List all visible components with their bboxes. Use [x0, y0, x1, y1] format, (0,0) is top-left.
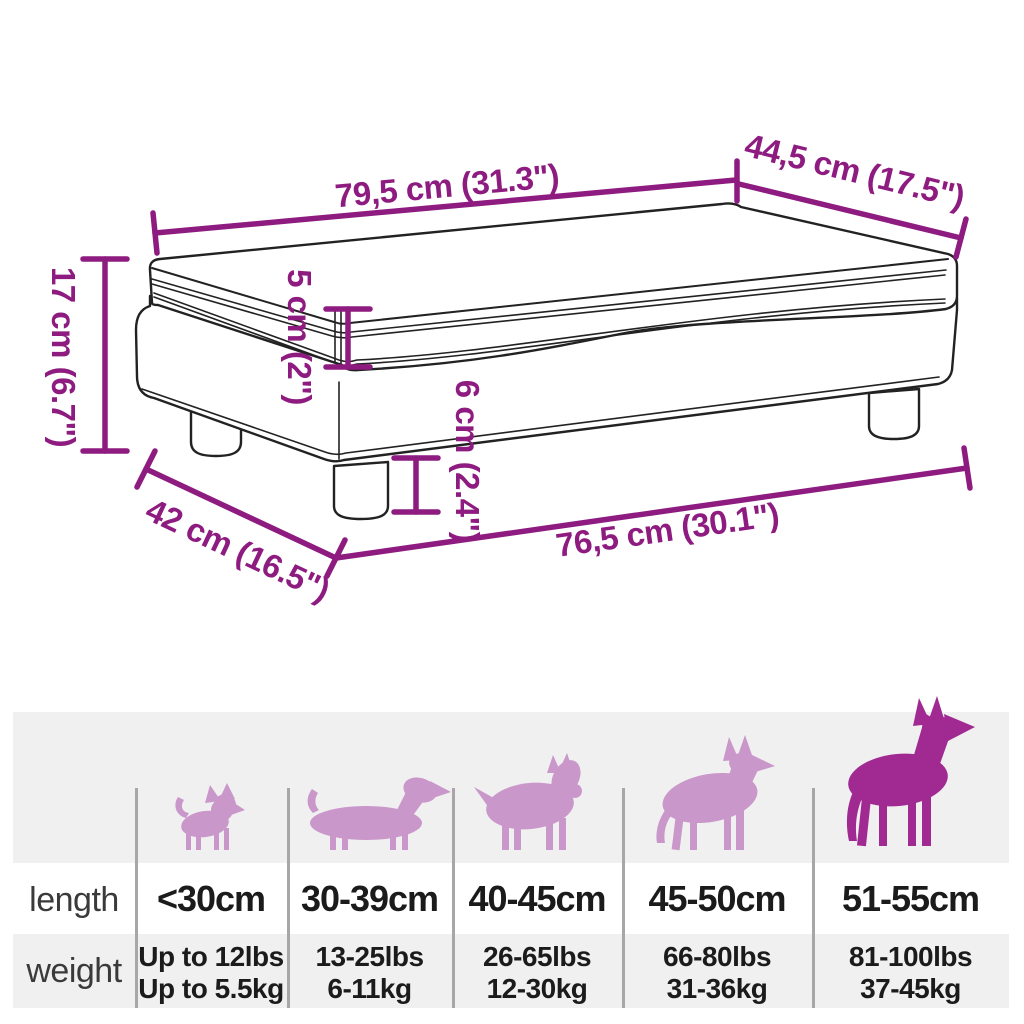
length-value: 30-39cm [300, 878, 439, 919]
dimension-label-mattress-thickness: 5 cm (2") [281, 269, 318, 405]
dimension-height [80, 256, 130, 454]
length-value: 45-50cm [648, 878, 786, 919]
length-row-label: length [29, 881, 119, 919]
dimension-top-length [150, 158, 740, 256]
weight-row-label: weight [26, 952, 122, 990]
dimension-label-base-depth: 42 cm (16.5") [140, 491, 335, 609]
size-chart-panel [13, 712, 1009, 1008]
weight-kg: 6-11kg [327, 973, 412, 1004]
weight-kg: Up to 5.5kg [138, 973, 284, 1004]
column-divider [812, 788, 815, 1008]
bull-terrier-silhouette [474, 753, 582, 850]
weight-lbs: Up to 12lbs [138, 941, 284, 972]
weight-value: 66-80lbs 31-36kg [622, 941, 812, 1005]
length-value: <30cm [156, 878, 266, 919]
weight-kg: 31-36kg [666, 973, 768, 1004]
weight-lbs: 66-80lbs [662, 941, 772, 972]
weight-lbs: 13-25lbs [315, 941, 424, 972]
weight-kg: 12-30kg [486, 973, 588, 1004]
chihuahua-silhouette [175, 783, 245, 850]
pet-sofa-drawing [134, 202, 959, 521]
dimension-base-length [333, 445, 973, 561]
dimension-label-leg-height: 6 cm (2.4") [449, 380, 486, 542]
column-divider [622, 788, 625, 1008]
column-divider [287, 788, 290, 1008]
weight-value: 81-100lbs 37-45kg [812, 941, 1009, 1005]
dimension-top-depth [736, 181, 969, 260]
weight-value: Up to 12lbs Up to 5.5kg [135, 941, 287, 1005]
dimension-mattress-thickness [323, 306, 373, 370]
german-shepherd-silhouette [656, 735, 775, 851]
weight-kg: 37-45kg [860, 973, 961, 1004]
dachshund-silhouette [307, 777, 451, 850]
length-value: 40-45cm [468, 878, 606, 919]
dog-size-icons [175, 696, 975, 851]
dimension-label-base-length: 76,5 cm (30.1") [554, 495, 782, 563]
weight-lbs: 81-100lbs [848, 941, 973, 972]
weight-value: 26-65lbs 12-30kg [452, 941, 622, 1005]
dimension-annotations [80, 158, 973, 579]
great-dane-silhouette [846, 696, 975, 847]
column-divider [452, 788, 455, 1008]
dimension-label-top-depth: 44,5 cm (17.5") [741, 126, 968, 215]
length-row-background [13, 863, 1009, 934]
weight-value: 13-25lbs 6-11kg [287, 941, 452, 1005]
dimension-leg-height [391, 455, 441, 515]
dimension-label-height: 17 cm (6.7") [45, 267, 82, 447]
column-divider [135, 788, 138, 1008]
length-value: 51-55cm [841, 878, 980, 919]
sofa-mattress [148, 202, 959, 372]
weight-lbs: 26-65lbs [482, 941, 592, 972]
